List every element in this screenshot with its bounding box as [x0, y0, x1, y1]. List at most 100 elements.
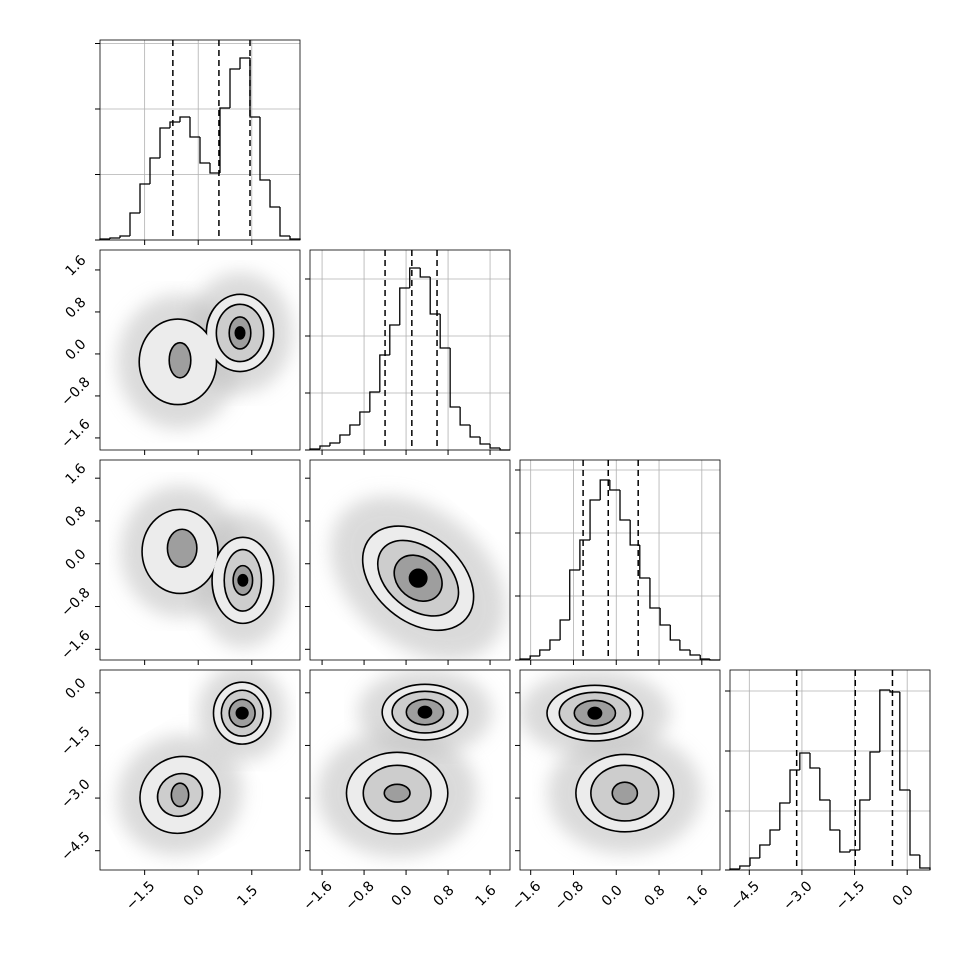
histogram-step [349, 424, 360, 435]
x-tick-label: −1.6 [300, 878, 335, 913]
histogram-step [749, 857, 760, 866]
histogram-step [339, 434, 350, 443]
panel-frame [99, 249, 301, 451]
histogram-step [159, 127, 170, 158]
contour-fill [588, 708, 601, 719]
histogram-step [569, 569, 580, 620]
histogram-step [919, 855, 931, 870]
histogram-step [489, 444, 501, 449]
histogram-step [399, 287, 410, 325]
histogram-step [639, 545, 650, 579]
histogram-step [479, 437, 491, 445]
histogram-step [319, 445, 330, 449]
histogram-step [239, 57, 250, 69]
histogram-step [649, 578, 661, 609]
y-tick-label: −0.8 [58, 585, 93, 620]
histogram-step [609, 480, 620, 491]
x-tick-label: 0.0 [181, 882, 208, 909]
histogram-step [859, 799, 870, 850]
x-tick-label: 1.6 [473, 882, 500, 909]
histogram-step [849, 849, 860, 852]
panel-frame [309, 459, 511, 661]
y-tick-label: −4.5 [58, 829, 93, 864]
histogram-step [879, 689, 890, 752]
x-tick-label: −3.0 [780, 878, 815, 913]
density-panel [120, 485, 291, 648]
histogram-step [579, 539, 591, 570]
y-tick-label: −1.6 [58, 416, 93, 451]
panel-frame [519, 459, 721, 661]
y-tick-label: 0.0 [62, 336, 89, 363]
histogram-step [269, 180, 280, 208]
panel-frame [99, 39, 301, 241]
histogram-step [429, 277, 441, 315]
contour-fill [237, 708, 248, 719]
histogram-step [359, 411, 370, 425]
histogram-step [779, 802, 790, 830]
x-tick-label: −0.8 [342, 878, 377, 913]
contour-fill [410, 570, 427, 587]
histogram-step [629, 520, 640, 546]
histogram-step [249, 58, 260, 118]
x-tick-label: 0.0 [890, 882, 917, 909]
histogram-step [809, 753, 820, 769]
histogram-step [909, 790, 920, 856]
x-tick-label: −1.5 [123, 878, 158, 913]
density-panel [117, 670, 287, 856]
y-tick-label: −1.6 [58, 628, 93, 663]
histogram-step [209, 163, 220, 174]
histogram-step [739, 865, 750, 869]
panel-frame [729, 669, 931, 871]
y-tick-label: −0.8 [58, 374, 93, 409]
histogram-step [889, 690, 900, 693]
histogram-step [529, 655, 540, 659]
x-tick-label: 0.8 [642, 882, 669, 909]
contour-fill [172, 784, 188, 806]
histogram-step [179, 116, 190, 122]
histogram-step [839, 830, 850, 853]
panel-frame [99, 669, 301, 871]
panel-frame [519, 669, 721, 871]
histogram-step [669, 625, 680, 641]
histogram-step [139, 183, 150, 213]
histogram-step [589, 499, 601, 540]
histogram-step [829, 800, 840, 831]
density-panel [317, 670, 493, 858]
contour-fill [170, 343, 190, 378]
histogram-step [389, 324, 400, 355]
histogram-step [199, 137, 210, 164]
x-tick-label: 0.8 [431, 882, 458, 909]
histogram-step [279, 207, 290, 237]
histogram-step [679, 640, 691, 651]
histogram-step [439, 314, 451, 349]
contour-fill [168, 530, 197, 567]
histogram-step [799, 752, 810, 770]
x-tick-label: 1.5 [234, 882, 261, 909]
histogram-step [759, 844, 770, 858]
histogram-step [109, 237, 120, 239]
panel-frame [309, 249, 511, 451]
histogram-step [169, 121, 180, 128]
x-tick-label: −1.6 [509, 878, 544, 913]
histogram-step [619, 490, 631, 521]
y-tick-label: 0.8 [62, 294, 89, 321]
histogram-step [819, 768, 830, 801]
histogram-step [379, 354, 390, 392]
histogram-step [259, 117, 270, 181]
histogram-step [869, 751, 880, 800]
histogram-step [899, 692, 910, 791]
y-tick-label: 1.6 [62, 461, 89, 488]
y-tick-label: −1.5 [58, 724, 93, 759]
x-tick-label: 0.0 [389, 882, 416, 909]
contour-fill [238, 575, 247, 586]
x-tick-label: −0.8 [552, 878, 587, 913]
y-tick-label: 0.0 [62, 546, 89, 573]
histogram-step [219, 107, 230, 173]
histogram-step [369, 391, 380, 412]
panel-frame [99, 459, 301, 661]
contour-fill [419, 707, 431, 718]
density-panel [520, 670, 702, 854]
histogram-step [189, 117, 200, 138]
x-tick-label: 1.6 [684, 882, 711, 909]
